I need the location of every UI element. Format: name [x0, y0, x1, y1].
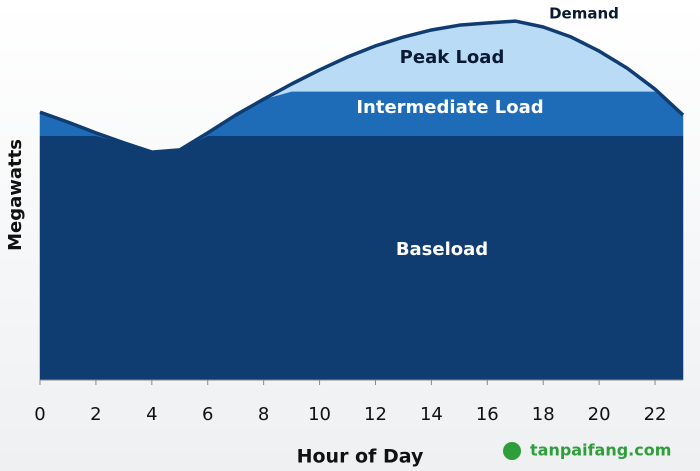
x-tick-label: 2 [90, 404, 101, 425]
x-tick-label: 0 [34, 404, 45, 425]
area [39, 135, 684, 381]
series-label: Intermediate Load [356, 97, 543, 118]
x-axis-label: Hour of Day [297, 446, 424, 468]
x-tick-label: 4 [146, 404, 157, 425]
demand-line [39, 19, 685, 154]
x-tick-label: 14 [420, 404, 443, 425]
x-tick-label: 10 [308, 404, 331, 425]
series-label: Baseload [396, 239, 488, 260]
y-axis-label: Megawatts [5, 139, 26, 251]
watermark: tanpaifang.com [530, 441, 671, 460]
x-tick-label: 22 [644, 404, 667, 425]
series-label: Peak Load [400, 47, 505, 68]
x-tick-label: 18 [532, 404, 555, 425]
x-tick-label: 6 [202, 404, 213, 425]
x-tick-label: 8 [258, 404, 269, 425]
x-tick-label: 16 [476, 404, 499, 425]
x-tick-label: 12 [364, 404, 387, 425]
series-label: Demand [549, 5, 619, 23]
watermark-icon [503, 442, 521, 460]
x-tick-label: 20 [588, 404, 611, 425]
